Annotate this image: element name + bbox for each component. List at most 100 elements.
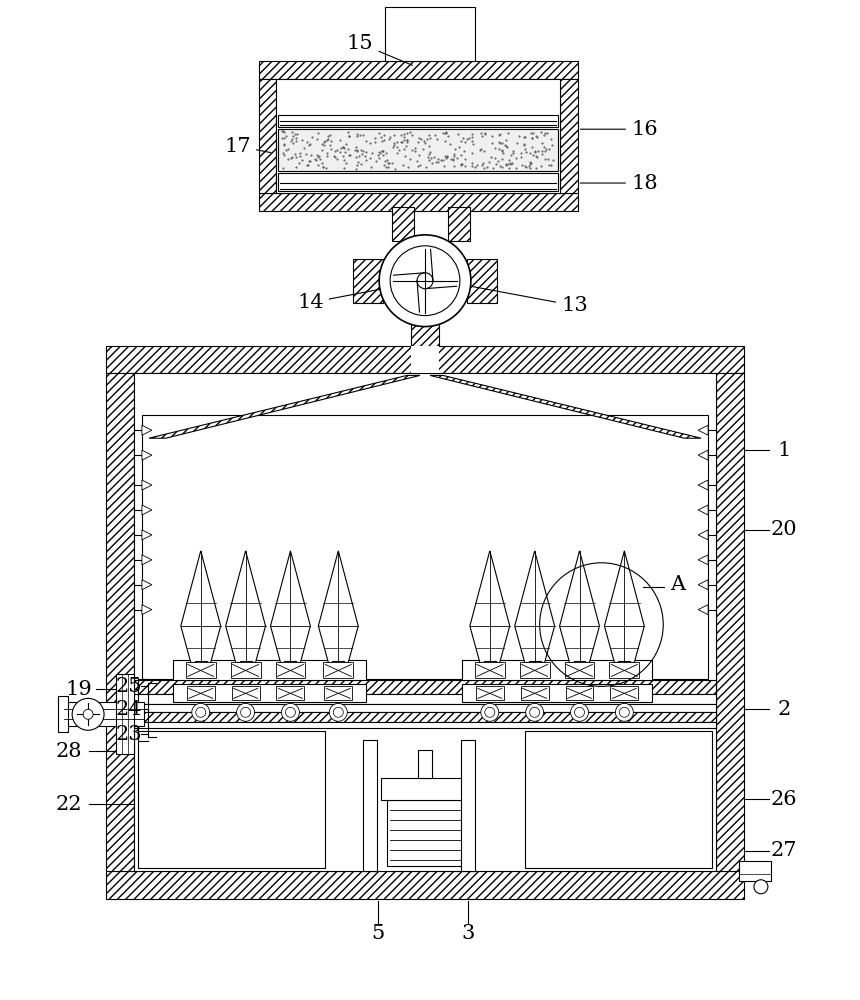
Bar <box>106 373 134 871</box>
Bar <box>529 661 541 675</box>
Text: 22: 22 <box>56 795 83 814</box>
Bar <box>363 740 378 871</box>
Bar <box>279 173 557 191</box>
Text: 5: 5 <box>372 924 384 943</box>
Circle shape <box>334 707 343 717</box>
Bar <box>324 686 353 700</box>
Circle shape <box>379 235 471 327</box>
Text: 26: 26 <box>771 790 797 809</box>
Circle shape <box>286 707 296 717</box>
Bar <box>116 674 134 754</box>
Bar <box>194 661 206 675</box>
Text: 19: 19 <box>65 680 93 699</box>
Circle shape <box>481 703 499 721</box>
Circle shape <box>329 703 347 721</box>
Bar <box>392 207 414 241</box>
Circle shape <box>241 707 250 717</box>
Bar <box>58 696 68 732</box>
Bar <box>716 373 744 871</box>
Bar <box>560 79 578 193</box>
Bar <box>566 686 593 700</box>
Text: 24: 24 <box>116 700 142 719</box>
Bar <box>187 686 215 700</box>
Bar <box>259 79 277 193</box>
Polygon shape <box>142 555 152 565</box>
Text: 23: 23 <box>115 725 142 744</box>
Bar <box>230 662 261 678</box>
Text: 13: 13 <box>470 286 588 315</box>
Polygon shape <box>142 605 152 615</box>
Bar <box>353 259 384 303</box>
Polygon shape <box>181 551 221 662</box>
Bar <box>277 79 560 193</box>
Bar <box>525 731 712 868</box>
Bar <box>739 861 771 881</box>
Bar <box>462 660 652 680</box>
Bar <box>106 346 744 373</box>
Bar <box>259 193 578 211</box>
Bar <box>323 662 353 678</box>
Circle shape <box>570 703 588 721</box>
Bar <box>277 686 304 700</box>
Bar <box>411 346 439 373</box>
Polygon shape <box>142 450 152 460</box>
Polygon shape <box>698 505 708 515</box>
Text: 25: 25 <box>116 677 142 696</box>
Text: 20: 20 <box>771 520 797 539</box>
Bar <box>332 661 344 675</box>
Polygon shape <box>142 580 152 590</box>
Polygon shape <box>142 530 152 540</box>
Bar <box>173 660 366 680</box>
Polygon shape <box>142 505 152 515</box>
Circle shape <box>192 703 210 721</box>
Bar <box>134 680 716 694</box>
Bar <box>259 61 578 79</box>
Bar <box>138 731 325 868</box>
Bar <box>134 722 716 728</box>
Polygon shape <box>560 551 599 662</box>
Bar <box>467 259 497 303</box>
Polygon shape <box>698 480 708 490</box>
Polygon shape <box>698 450 708 460</box>
Text: 17: 17 <box>224 137 271 156</box>
Bar <box>610 662 639 678</box>
Text: 2: 2 <box>777 700 790 719</box>
Bar <box>186 662 216 678</box>
Polygon shape <box>430 375 701 438</box>
Circle shape <box>616 703 633 721</box>
Text: 15: 15 <box>347 34 413 65</box>
Polygon shape <box>698 555 708 565</box>
Polygon shape <box>318 551 359 662</box>
Bar <box>476 686 504 700</box>
Bar <box>462 684 652 702</box>
Polygon shape <box>698 580 708 590</box>
Bar <box>520 686 549 700</box>
Text: 14: 14 <box>297 289 380 312</box>
Bar <box>387 800 463 866</box>
Bar <box>106 871 744 899</box>
Text: 3: 3 <box>461 924 475 943</box>
Bar <box>448 207 470 241</box>
Polygon shape <box>698 605 708 615</box>
Bar <box>475 662 505 678</box>
Circle shape <box>485 707 494 717</box>
Bar <box>134 373 716 871</box>
Polygon shape <box>698 530 708 540</box>
Polygon shape <box>142 480 152 490</box>
Bar <box>240 661 252 675</box>
Bar <box>611 686 638 700</box>
Bar <box>411 322 439 356</box>
Circle shape <box>281 703 299 721</box>
Circle shape <box>72 698 104 730</box>
Bar <box>142 415 708 679</box>
Bar <box>279 115 557 127</box>
Text: 16: 16 <box>580 120 658 139</box>
Polygon shape <box>142 425 152 435</box>
Polygon shape <box>698 425 708 435</box>
Bar <box>134 712 716 722</box>
Polygon shape <box>271 551 310 662</box>
Bar <box>134 694 716 704</box>
Bar <box>418 750 432 778</box>
Polygon shape <box>515 551 555 662</box>
Circle shape <box>525 703 544 721</box>
